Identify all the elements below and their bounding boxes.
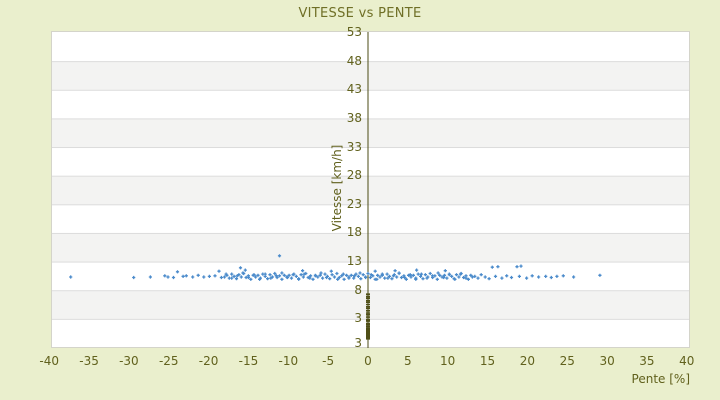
grid-line <box>52 232 689 234</box>
x-tick-label: -25 <box>158 354 179 368</box>
x-tick-label: 25 <box>559 354 575 368</box>
y-tick-label: 33 <box>346 139 362 154</box>
zero-slope-low-speed-points <box>366 293 370 340</box>
x-tick-label: 30 <box>599 354 615 368</box>
x-tick-label: 40 <box>679 354 695 368</box>
y-tick-label: 18 <box>346 225 362 240</box>
grid-line <box>52 147 689 149</box>
x-tick-label: 20 <box>519 354 536 368</box>
x-tick-label: 5 <box>404 354 412 368</box>
grid-line <box>52 118 689 120</box>
y-tick-label: 43 <box>346 82 362 97</box>
x-tick-label: -35 <box>79 354 99 368</box>
x-tick-label: 15 <box>479 354 496 368</box>
grid-line <box>52 61 689 63</box>
y-tick-label: 8 <box>354 282 362 297</box>
x-tick-label: -5 <box>322 354 335 368</box>
y-tick-label: 48 <box>346 53 362 68</box>
y-tick-label: 3 <box>354 311 362 326</box>
y-tick-label: 3 <box>354 335 362 350</box>
x-tick-label: -30 <box>119 354 139 368</box>
grid-band <box>52 290 689 320</box>
chart-title: VITESSE vs PENTE <box>298 6 422 21</box>
y-tick-label: 53 <box>346 25 362 39</box>
x-axis-title: Pente [%] <box>631 372 690 386</box>
x-tick-label: 0 <box>364 354 372 368</box>
y-tick-label: 13 <box>346 254 362 269</box>
grid-line <box>52 175 689 177</box>
grid-line <box>52 261 689 263</box>
grid-line <box>52 204 689 206</box>
x-tick-label: -40 <box>39 354 59 368</box>
x-tick-label: -10 <box>278 354 299 368</box>
x-tick-label: -20 <box>198 354 219 368</box>
vitesse-vs-pente-points <box>69 254 602 281</box>
grid-line <box>52 89 689 91</box>
x-tick-label: 35 <box>639 354 655 368</box>
x-tick-label: -15 <box>238 354 259 368</box>
grid-band <box>52 61 689 91</box>
y-tick-label: 38 <box>346 110 362 125</box>
y-tick-label: 28 <box>346 168 362 183</box>
grid-line <box>52 318 689 320</box>
grid-band <box>52 176 689 205</box>
y-tick-label: 23 <box>346 196 362 211</box>
grid-line <box>52 290 689 292</box>
grid-band <box>52 233 689 263</box>
x-tick-label: 10 <box>440 354 456 368</box>
grid-band <box>52 118 689 148</box>
y-axis-title: Vitesse [km/h] <box>330 144 344 232</box>
